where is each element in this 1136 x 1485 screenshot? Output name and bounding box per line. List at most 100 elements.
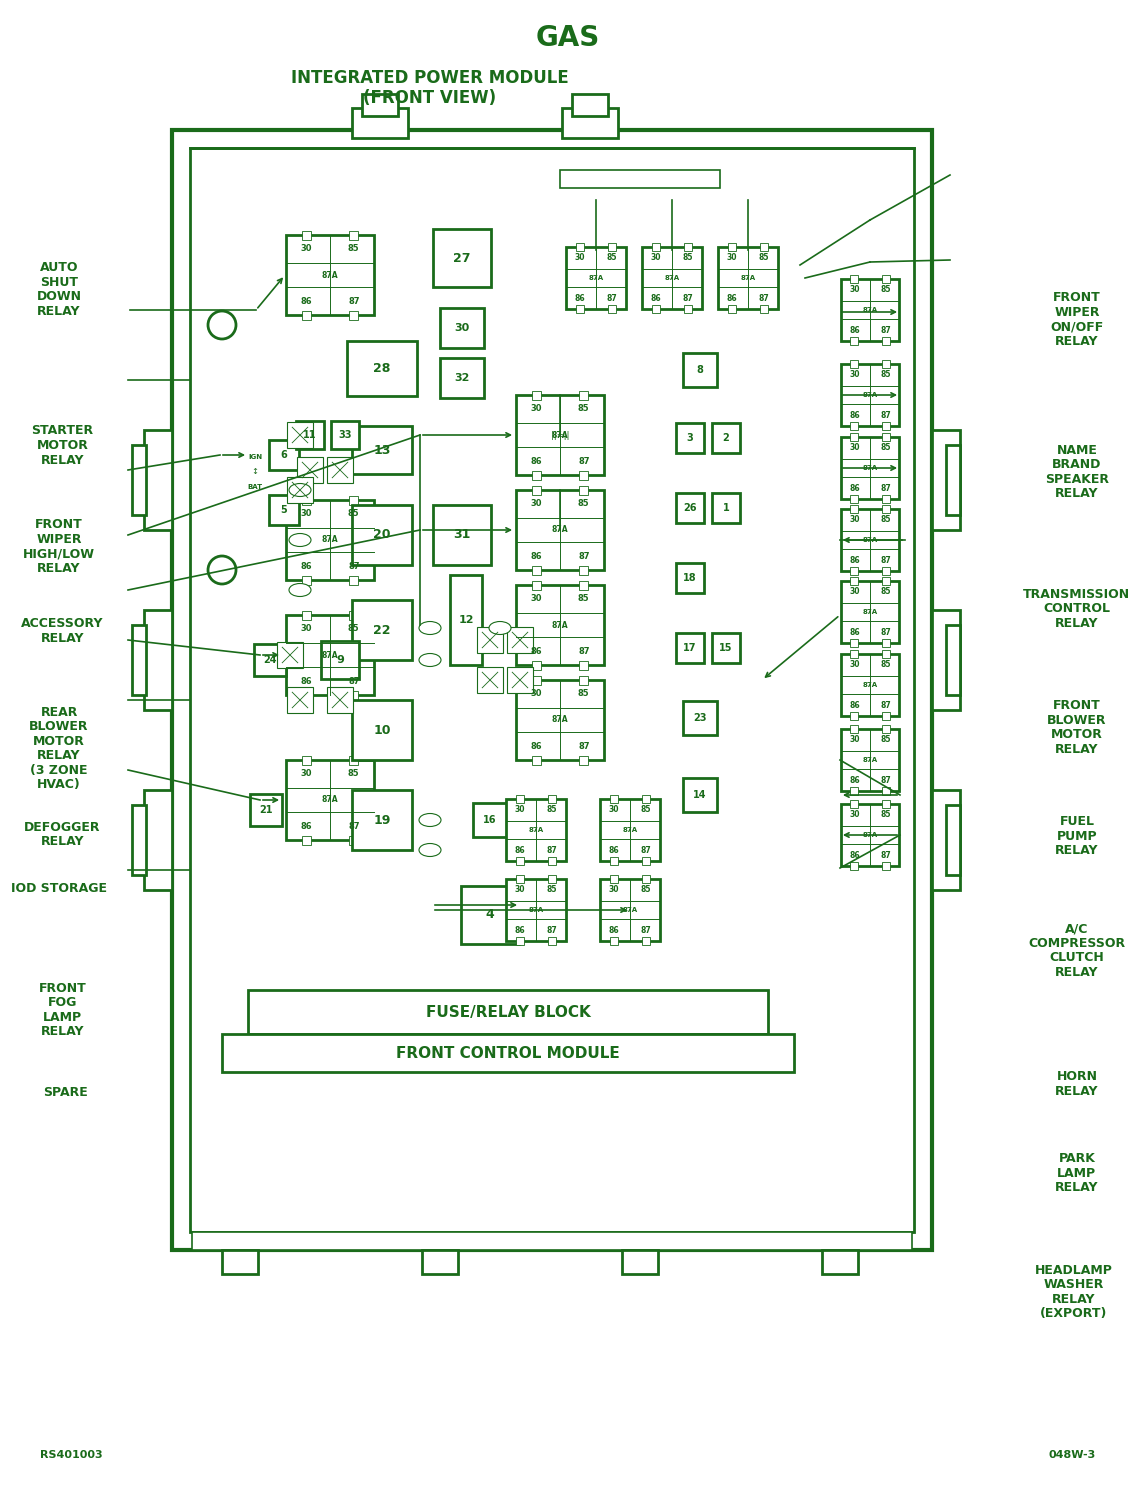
Bar bbox=[851, 578, 859, 585]
Text: IOD STORAGE: IOD STORAGE bbox=[11, 882, 107, 894]
Bar bbox=[352, 790, 412, 849]
Text: FRONT
WIPER
HIGH/LOW
RELAY: FRONT WIPER HIGH/LOW RELAY bbox=[23, 518, 95, 575]
Ellipse shape bbox=[488, 622, 511, 634]
Bar bbox=[652, 304, 660, 313]
Ellipse shape bbox=[419, 814, 441, 827]
Text: HORN
RELAY: HORN RELAY bbox=[1055, 1071, 1099, 1097]
Text: 86: 86 bbox=[515, 846, 525, 855]
Text: 85: 85 bbox=[683, 252, 693, 261]
Bar bbox=[269, 495, 299, 526]
Bar bbox=[440, 307, 484, 347]
Text: BAT: BAT bbox=[248, 484, 262, 490]
Text: 87A: 87A bbox=[528, 827, 543, 833]
Bar bbox=[450, 575, 482, 665]
Bar bbox=[841, 803, 899, 866]
Bar bbox=[882, 434, 889, 441]
Bar bbox=[349, 756, 358, 765]
Bar bbox=[579, 756, 588, 765]
Bar bbox=[760, 304, 768, 313]
Bar bbox=[851, 505, 859, 512]
Text: 30: 30 bbox=[301, 769, 312, 778]
Bar bbox=[882, 861, 889, 870]
Text: 85: 85 bbox=[578, 594, 590, 603]
Bar bbox=[851, 495, 859, 503]
Text: FRONT
BLOWER
MOTOR
RELAY: FRONT BLOWER MOTOR RELAY bbox=[1047, 699, 1106, 756]
Bar bbox=[851, 725, 859, 734]
Bar bbox=[642, 875, 650, 884]
Text: 33: 33 bbox=[339, 431, 352, 440]
Bar bbox=[287, 688, 314, 713]
Text: 85: 85 bbox=[348, 624, 360, 633]
Bar bbox=[882, 650, 889, 658]
Bar bbox=[302, 576, 311, 585]
Bar bbox=[642, 937, 650, 944]
Text: 87A: 87A bbox=[862, 538, 878, 544]
Text: 85: 85 bbox=[880, 443, 891, 451]
Text: 86: 86 bbox=[515, 927, 525, 936]
Ellipse shape bbox=[289, 584, 311, 597]
Text: 87A: 87A bbox=[862, 832, 878, 838]
Bar bbox=[321, 642, 359, 679]
Bar bbox=[532, 661, 541, 670]
Bar bbox=[222, 1250, 258, 1274]
Bar bbox=[331, 422, 359, 448]
Text: 85: 85 bbox=[546, 885, 558, 894]
Text: 86: 86 bbox=[531, 457, 542, 466]
Text: 87: 87 bbox=[348, 297, 359, 306]
Text: 8: 8 bbox=[696, 365, 703, 376]
Bar bbox=[683, 353, 717, 388]
Text: 30: 30 bbox=[849, 659, 860, 670]
Text: GAS: GAS bbox=[536, 24, 600, 52]
Bar bbox=[851, 359, 859, 368]
Text: 87: 87 bbox=[578, 647, 590, 656]
Bar bbox=[346, 340, 417, 395]
Bar bbox=[932, 610, 960, 710]
Bar bbox=[882, 567, 889, 575]
Text: IGN: IGN bbox=[248, 454, 262, 460]
Bar bbox=[683, 778, 717, 812]
Text: 87A: 87A bbox=[862, 392, 878, 398]
Text: 048W-3: 048W-3 bbox=[1049, 1449, 1096, 1460]
Text: 1: 1 bbox=[722, 503, 729, 512]
Text: A/C
COMPRESSOR
CLUTCH
RELAY: A/C COMPRESSOR CLUTCH RELAY bbox=[1028, 922, 1126, 979]
Bar bbox=[421, 1250, 458, 1274]
Text: 2: 2 bbox=[722, 434, 729, 443]
Bar bbox=[851, 639, 859, 647]
Bar bbox=[516, 794, 524, 803]
Text: 87: 87 bbox=[348, 677, 359, 686]
Text: 87: 87 bbox=[607, 294, 618, 303]
Bar bbox=[851, 275, 859, 284]
Bar bbox=[851, 711, 859, 720]
Bar bbox=[576, 244, 584, 251]
Bar bbox=[610, 857, 618, 864]
Bar bbox=[532, 486, 541, 495]
Bar bbox=[302, 691, 311, 699]
Bar bbox=[477, 627, 503, 653]
Bar bbox=[144, 431, 172, 530]
Bar bbox=[851, 650, 859, 658]
Text: 30: 30 bbox=[531, 404, 542, 413]
Text: FRONT CONTROL MODULE: FRONT CONTROL MODULE bbox=[396, 1045, 620, 1060]
Bar bbox=[684, 244, 692, 251]
Bar bbox=[579, 661, 588, 670]
Bar bbox=[473, 803, 507, 838]
Bar bbox=[277, 642, 303, 668]
Bar bbox=[882, 275, 889, 284]
Text: 30: 30 bbox=[849, 443, 860, 451]
Bar bbox=[579, 486, 588, 495]
Bar bbox=[506, 879, 566, 941]
Text: 31: 31 bbox=[453, 529, 470, 542]
Text: 85: 85 bbox=[880, 370, 891, 379]
Ellipse shape bbox=[289, 484, 311, 496]
Text: 30: 30 bbox=[849, 735, 860, 744]
Bar bbox=[882, 800, 889, 808]
Ellipse shape bbox=[419, 622, 441, 634]
Bar bbox=[433, 229, 491, 287]
Bar bbox=[516, 875, 524, 884]
Bar bbox=[676, 493, 704, 523]
Text: 30: 30 bbox=[515, 805, 525, 814]
Text: 87: 87 bbox=[880, 628, 891, 637]
Text: AUTO
SHUT
DOWN
RELAY: AUTO SHUT DOWN RELAY bbox=[36, 261, 82, 318]
Bar bbox=[576, 304, 584, 313]
Text: 11: 11 bbox=[303, 431, 317, 440]
